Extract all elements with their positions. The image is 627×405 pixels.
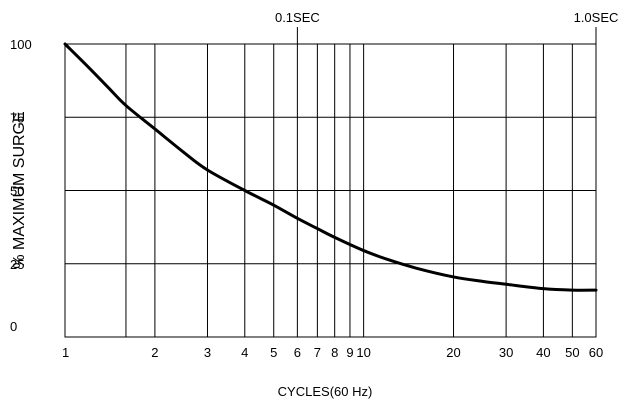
x-tick-labels: 1 2 3 4 5 6 7 8 9 10 20 30 40 50 60 bbox=[62, 345, 603, 360]
x-tick-label: 30 bbox=[499, 345, 513, 360]
x-tick-label: 60 bbox=[589, 345, 603, 360]
grid bbox=[65, 44, 596, 337]
x-tick-label: 2 bbox=[151, 345, 158, 360]
x-tick-label: 5 bbox=[270, 345, 277, 360]
y-tick-label: 0 bbox=[10, 319, 17, 334]
top-annotations: 0.1SEC 1.0SEC bbox=[275, 10, 618, 44]
x-tick-label: 1 bbox=[62, 345, 69, 360]
x-tick-label: 6 bbox=[294, 345, 301, 360]
x-tick-label: 10 bbox=[356, 345, 370, 360]
surge-curve bbox=[65, 44, 596, 290]
x-tick-label: 50 bbox=[565, 345, 579, 360]
x-axis-label: CYCLES(60 Hz) bbox=[278, 384, 373, 399]
x-tick-label: 20 bbox=[446, 345, 460, 360]
x-tick-label: 40 bbox=[536, 345, 550, 360]
x-tick-label: 3 bbox=[204, 345, 211, 360]
x-tick-label: 7 bbox=[314, 345, 321, 360]
x-tick-label: 8 bbox=[331, 345, 338, 360]
x-tick-label: 4 bbox=[241, 345, 248, 360]
top-annotation: 0.1SEC bbox=[275, 10, 320, 25]
top-annotation: 1.0SEC bbox=[574, 10, 619, 25]
y-axis-label: % MAXIMUM SURGE bbox=[11, 111, 28, 268]
x-tick-label: 9 bbox=[346, 345, 353, 360]
y-tick-label: 100 bbox=[10, 37, 32, 52]
series-group bbox=[65, 44, 596, 290]
